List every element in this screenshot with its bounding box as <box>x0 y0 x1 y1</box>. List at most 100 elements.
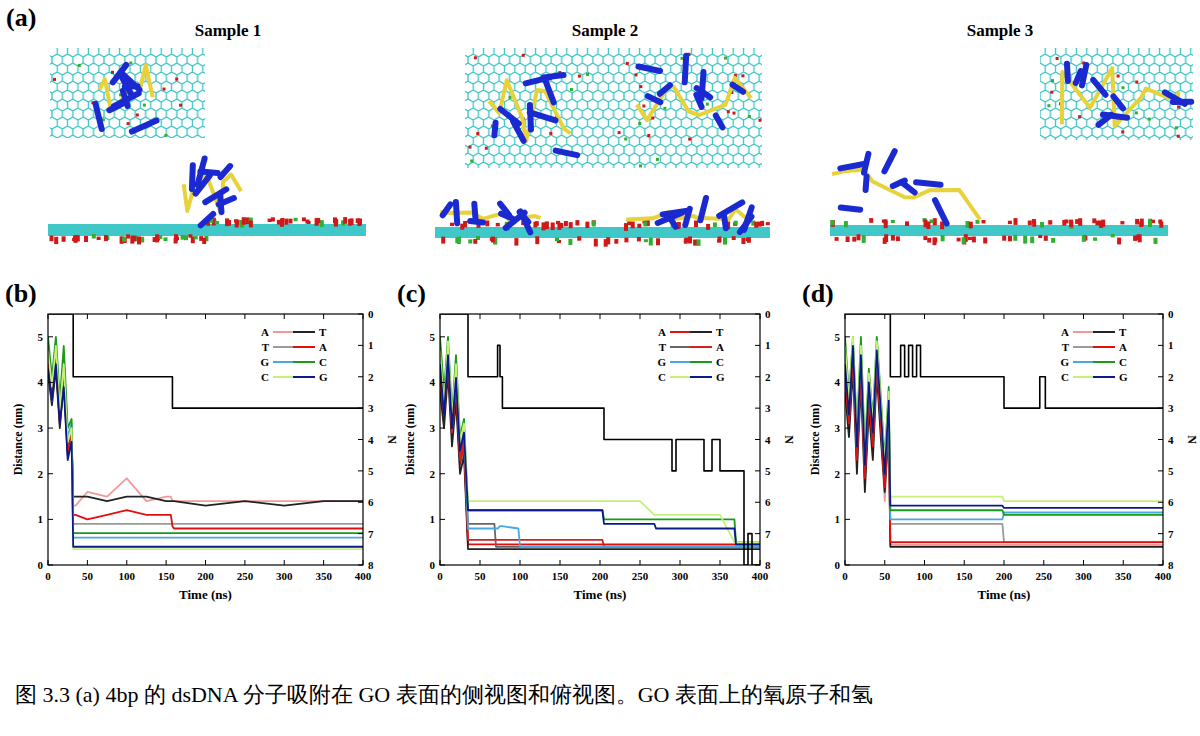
oxygen-atom <box>651 117 654 120</box>
y2-tick-label: 3 <box>765 402 771 414</box>
y-tick-label: 2 <box>430 468 436 480</box>
oxygen-atom <box>277 220 281 225</box>
series-line <box>48 341 363 537</box>
x-tick-label: 0 <box>437 570 443 582</box>
series-line <box>48 360 363 529</box>
oxygen-atom <box>604 239 608 247</box>
oxygen-atom <box>289 219 293 224</box>
dna-base <box>663 211 688 215</box>
y-tick-label: 3 <box>430 422 436 434</box>
y-tick-label: 5 <box>430 331 436 343</box>
legend-label: T <box>659 341 667 353</box>
x-tick <box>760 560 761 565</box>
oxygen-atom <box>933 238 937 246</box>
oxygen-atom <box>227 220 231 226</box>
sample-title: Sample 2 <box>572 21 639 40</box>
y2-tick <box>1158 502 1163 503</box>
series-line <box>845 341 1163 519</box>
x-tick <box>363 560 364 565</box>
x-tick <box>845 314 846 319</box>
oxygen-atom <box>1177 135 1180 138</box>
plot-frame <box>440 314 760 565</box>
x-tick <box>480 560 481 565</box>
y2-tick-label: 0 <box>368 308 374 320</box>
y2-tick-label: 0 <box>765 308 771 320</box>
y2-tick-label: 6 <box>765 496 771 508</box>
dna-base <box>685 56 687 83</box>
x-tick <box>520 560 521 565</box>
legend-swatch <box>670 331 690 333</box>
panel-letter: (c) <box>397 279 426 308</box>
legend-swatch <box>690 376 712 378</box>
oxygen-atom <box>127 122 130 125</box>
oxygen-atom <box>969 222 973 229</box>
oxygen-atom <box>1120 221 1124 224</box>
oxygen-atom <box>976 220 980 224</box>
legend-label: T <box>319 326 327 338</box>
y-tick <box>440 565 445 566</box>
oxygen-atom <box>320 220 324 227</box>
y2-tick-label: 4 <box>1168 434 1174 446</box>
y-tick <box>48 519 53 520</box>
legend-swatch <box>293 361 315 363</box>
oxygen-atom <box>933 238 937 243</box>
x-tick-label: 100 <box>916 570 933 582</box>
y2-tick <box>755 533 760 534</box>
y2-tick <box>1158 345 1163 346</box>
x-tick <box>323 314 324 319</box>
oxygen-atom <box>509 96 512 99</box>
y-axis-title: Distance (nm) <box>808 404 822 476</box>
x-tick <box>48 560 49 565</box>
oxygen-atom <box>468 239 472 243</box>
oxygen-atom <box>164 134 167 137</box>
y-tick-label: 2 <box>835 468 841 480</box>
x-tick <box>1083 560 1084 565</box>
top-view-sheet <box>1040 48 1193 140</box>
x-tick-label: 300 <box>276 570 293 582</box>
dna-base <box>716 116 723 128</box>
y2-tick-label: 3 <box>368 402 374 414</box>
oxygen-atom <box>179 104 182 107</box>
oxygen-atom <box>570 88 573 91</box>
oxygen-atom <box>1148 118 1151 121</box>
oxygen-atom <box>754 222 758 228</box>
legend-swatch <box>1093 361 1115 363</box>
y-tick-label: 5 <box>38 331 44 343</box>
legend-label: G <box>1060 356 1069 368</box>
oxygen-atom <box>1117 238 1121 245</box>
x-tick <box>680 314 681 319</box>
x-tick <box>924 314 925 319</box>
y-axis-title: Distance (nm) <box>11 404 25 476</box>
side-view-sheet <box>435 227 770 238</box>
dna-base <box>132 121 157 132</box>
y-tick <box>845 519 850 520</box>
oxygen-atom <box>491 237 495 243</box>
legend-swatch <box>273 331 293 333</box>
oxygen-atom <box>982 220 986 223</box>
y2-tick-label: 7 <box>1168 528 1174 540</box>
y-tick <box>845 565 850 566</box>
dna-base <box>221 166 231 177</box>
oxygen-atom <box>862 235 866 243</box>
series-line <box>845 346 1163 508</box>
dna-base <box>724 214 726 228</box>
dna-base <box>840 164 865 169</box>
x-tick <box>884 314 885 319</box>
y2-tick-label: 7 <box>368 528 374 540</box>
x-tick-label: 50 <box>82 570 94 582</box>
x-tick-label: 100 <box>512 570 529 582</box>
oxygen-atom <box>592 221 596 227</box>
x-tick-label: 150 <box>552 570 569 582</box>
x-tick <box>720 560 721 565</box>
legend-label: G <box>657 356 666 368</box>
x-tick <box>1123 560 1124 565</box>
y-tick-label: 4 <box>38 376 44 388</box>
oxygen-atom <box>1032 221 1036 227</box>
y2-tick <box>358 533 363 534</box>
oxygen-atom <box>962 238 966 245</box>
y2-axis-title: N <box>782 435 796 444</box>
oxygen-atom <box>564 221 568 226</box>
oxygen-atom <box>891 235 895 241</box>
oxygen-atom <box>441 237 445 244</box>
y2-tick <box>358 376 363 377</box>
